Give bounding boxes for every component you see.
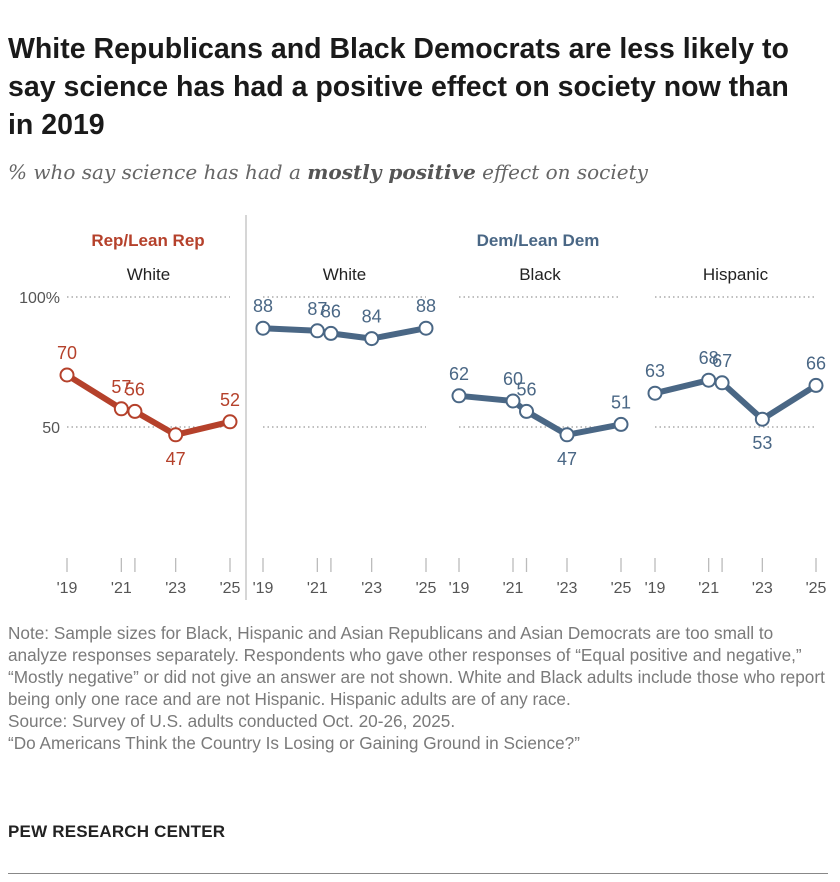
data-point-black_dem xyxy=(559,427,575,443)
x-tick-label-white_dem: '21 xyxy=(307,580,328,597)
line-chart: Rep/Lean Rep Dem/Lean Dem 100% 50 White '19 '2… xyxy=(19,215,827,600)
data-label-white_rep: 47 xyxy=(166,449,186,469)
data-label-white_dem: 87 xyxy=(307,299,327,319)
x-tick-label-black_dem: '19 xyxy=(449,580,470,597)
x-tick-label-white_dem: '23 xyxy=(361,580,382,597)
data-point-white_rep xyxy=(113,401,129,417)
source-text: Source: Survey of U.S. adults conducted … xyxy=(8,711,456,731)
x-tick-label-white_dem: '25 xyxy=(416,580,437,597)
x-tick-label-white_rep: '19 xyxy=(57,580,78,597)
data-label-white_dem: 88 xyxy=(416,296,436,316)
panel-label-black_dem: Black xyxy=(519,265,561,284)
data-label-black_dem: 62 xyxy=(449,364,469,384)
data-point-hispanic_dem xyxy=(701,372,717,388)
y-tick-label-50: 50 xyxy=(42,420,60,437)
data-label-black_dem: 60 xyxy=(503,369,523,389)
x-tick-label-white_rep: '23 xyxy=(165,580,186,597)
data-label-black_dem: 56 xyxy=(516,379,536,399)
data-point-white_dem xyxy=(323,325,339,341)
x-tick-label-hispanic_dem: '21 xyxy=(698,580,719,597)
brand-logo-text: PEW RESEARCH CENTER xyxy=(8,822,226,841)
data-point-black_dem xyxy=(519,403,534,419)
chart-notes: Note: Sample sizes for Black, Hispanic a… xyxy=(8,622,830,754)
x-tick-label-white_rep: '25 xyxy=(220,580,241,597)
x-tick-label-black_dem: '21 xyxy=(503,580,524,597)
panel-label-hispanic_dem: Hispanic xyxy=(703,265,769,284)
data-point-black_dem xyxy=(505,393,521,409)
x-tick-label-black_dem: '25 xyxy=(611,580,632,597)
data-point-hispanic_dem xyxy=(808,377,824,393)
group-label-rep: Rep/Lean Rep xyxy=(91,231,204,250)
data-point-white_dem xyxy=(364,331,380,347)
data-label-white_rep: 57 xyxy=(111,377,131,397)
x-tick-label-hispanic_dem: '23 xyxy=(752,580,773,597)
data-label-white_rep: 52 xyxy=(220,390,240,410)
series-line-hispanic_dem xyxy=(652,377,819,423)
data-label-hispanic_dem: 68 xyxy=(699,348,719,368)
data-point-hispanic_dem xyxy=(754,411,770,427)
subtitle-emphasis: mostly positive xyxy=(307,160,476,184)
x-tick-label-hispanic_dem: '25 xyxy=(806,580,827,597)
data-point-black_dem xyxy=(613,416,629,432)
data-point-white_rep xyxy=(168,427,184,443)
data-point-white_rep xyxy=(222,414,238,430)
data-point-hispanic_dem xyxy=(714,375,730,391)
data-point-white_dem xyxy=(309,323,325,339)
x-tick-label-black_dem: '23 xyxy=(557,580,578,597)
data-label-white_dem: 88 xyxy=(253,296,273,316)
panel-label-white_dem: White xyxy=(323,265,366,284)
subtitle-suffix: effect on society xyxy=(475,160,648,184)
data-label-white_rep: 56 xyxy=(125,379,145,399)
data-label-black_dem: 47 xyxy=(557,449,577,469)
data-label-white_dem: 84 xyxy=(362,307,382,327)
panel-label-white_rep: White xyxy=(127,265,170,284)
data-label-hispanic_dem: 63 xyxy=(645,361,665,381)
note-text: Note: Sample sizes for Black, Hispanic a… xyxy=(8,623,825,709)
chart-title: White Republicans and Black Democrats ar… xyxy=(8,33,789,141)
data-point-white_rep xyxy=(127,403,143,419)
data-point-white_rep xyxy=(59,367,75,383)
data-point-black_dem xyxy=(451,388,467,404)
data-label-white_rep: 70 xyxy=(57,343,77,363)
report-title: “Do Americans Think the Country Is Losin… xyxy=(8,733,580,753)
subtitle-prefix: % who say science has had a xyxy=(8,160,308,184)
data-label-white_dem: 86 xyxy=(321,301,341,321)
x-tick-label-white_rep: '21 xyxy=(111,580,132,597)
data-label-hispanic_dem: 67 xyxy=(712,351,732,371)
x-tick-label-white_dem: '19 xyxy=(253,580,274,597)
series-line-black_dem xyxy=(456,392,624,438)
x-tick-label-hispanic_dem: '19 xyxy=(645,580,666,597)
data-label-hispanic_dem: 53 xyxy=(752,433,772,453)
chart-subtitle: % who say science has had a mostly posit… xyxy=(8,160,648,184)
data-point-white_dem xyxy=(255,320,271,336)
series-line-white_rep xyxy=(64,372,233,438)
group-label-dem: Dem/Lean Dem xyxy=(477,231,600,250)
series-line-white_dem xyxy=(260,325,429,342)
data-point-hispanic_dem xyxy=(647,385,663,401)
bottom-divider xyxy=(8,873,828,874)
data-point-white_dem xyxy=(418,320,434,336)
data-label-hispanic_dem: 66 xyxy=(806,353,826,373)
y-tick-label-100: 100% xyxy=(19,290,60,307)
data-label-black_dem: 51 xyxy=(611,392,631,412)
